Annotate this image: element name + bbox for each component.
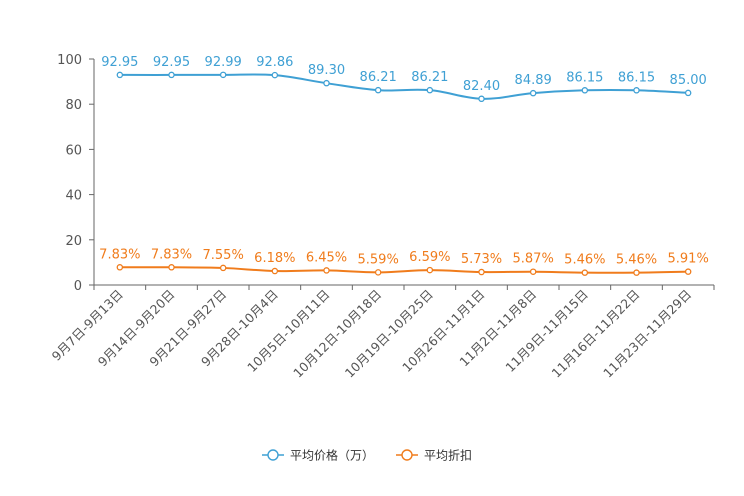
series-line-1 xyxy=(119,73,689,100)
series-2-point[interactable] xyxy=(168,264,175,271)
series-2-data-label: 5.59% xyxy=(358,252,399,267)
series-2-data-label: 7.55% xyxy=(203,248,244,263)
series-2-point[interactable] xyxy=(633,269,640,276)
series-1-point[interactable] xyxy=(581,87,589,94)
series-2-data-label: 5.46% xyxy=(616,253,657,268)
y-tick-label: 0 xyxy=(74,279,82,294)
series-1-data-label: 89.30 xyxy=(308,63,345,78)
series-1-data-label: 92.86 xyxy=(256,55,293,70)
axes: 0204060801009月7日-9月13日9月14日-9月20日9月21日-9… xyxy=(49,53,715,381)
y-tick-label: 40 xyxy=(65,189,82,204)
series-1-data-label: 92.99 xyxy=(205,55,242,70)
x-tick-label: 11月16日-11月22日 xyxy=(548,287,642,381)
series-1-data-label: 92.95 xyxy=(153,55,190,70)
series-1-point[interactable] xyxy=(116,71,124,79)
series-2-data-label: 7.83% xyxy=(151,247,192,262)
series-2-point[interactable] xyxy=(219,264,227,272)
y-tick-label: 100 xyxy=(57,53,82,68)
x-tick-label: 11月23日-11月29日 xyxy=(600,287,694,381)
data-labels: 92.95 92.95 92.99 92.86 89.30 86.21 86.21 82.40… xyxy=(99,55,709,268)
series-1-point[interactable] xyxy=(323,79,330,87)
series-1-data-label: 86.15 xyxy=(618,70,655,85)
series-1-point[interactable] xyxy=(219,71,227,79)
series-1-point[interactable] xyxy=(478,95,485,103)
legend-marker-icon xyxy=(267,449,279,461)
series-1-point[interactable] xyxy=(374,86,382,94)
series-2-point[interactable] xyxy=(529,268,537,275)
series-1-point[interactable] xyxy=(168,71,175,79)
y-tick-label: 60 xyxy=(65,143,82,158)
series-2-data-label: 5.87% xyxy=(513,252,554,267)
series-2-data-label: 6.45% xyxy=(306,250,347,265)
series-1-point[interactable] xyxy=(684,89,692,97)
series-2-data-label: 5.91% xyxy=(668,252,709,267)
x-tick-label: 10月12日-10月18日 xyxy=(290,287,384,381)
series-1-data-label: 86.15 xyxy=(566,70,603,85)
series-1-data-label: 86.21 xyxy=(360,70,397,85)
legend-marker-icon xyxy=(401,449,413,461)
y-tick-label: 20 xyxy=(65,234,82,249)
legend-item-2[interactable]: 平均折扣 xyxy=(396,448,472,463)
series-2-data-label: 5.73% xyxy=(461,252,502,267)
series-2-point[interactable] xyxy=(323,267,330,274)
series-1-data-label: 85.00 xyxy=(670,73,707,88)
series-1-data-label: 84.89 xyxy=(515,73,552,88)
series-2-point[interactable] xyxy=(478,268,485,276)
y-tick-label: 80 xyxy=(65,98,82,113)
legend-label: 平均价格（万） xyxy=(290,448,374,463)
x-tick-label: 10月19日-10月25日 xyxy=(342,287,436,381)
series-2-point[interactable] xyxy=(116,264,124,271)
series-line-2 xyxy=(119,266,689,274)
series-2-point[interactable] xyxy=(374,269,382,276)
series-2-point[interactable] xyxy=(426,266,434,274)
series-1-data-label: 86.21 xyxy=(411,70,448,85)
series-1-point[interactable] xyxy=(633,87,640,94)
series-2-data-label: 7.83% xyxy=(99,247,140,262)
series-1-data-label: 82.40 xyxy=(463,79,500,94)
series-2-data-label: 5.46% xyxy=(564,253,605,268)
series-2-data-label: 6.59% xyxy=(409,250,450,265)
series-2-point[interactable] xyxy=(271,267,279,275)
series-1-point[interactable] xyxy=(271,71,279,79)
series-layer xyxy=(116,71,692,276)
legend[interactable]: 平均价格（万） 平均折扣 xyxy=(262,448,472,463)
series-2-point[interactable] xyxy=(684,268,692,275)
series-2-point[interactable] xyxy=(581,269,589,276)
series-2-data-label: 6.18% xyxy=(254,251,295,266)
series-1-point[interactable] xyxy=(529,89,537,97)
legend-label: 平均折扣 xyxy=(424,448,472,463)
series-1-data-label: 92.95 xyxy=(101,55,138,70)
legend-item-1[interactable]: 平均价格（万） xyxy=(262,448,374,463)
series-1-point[interactable] xyxy=(426,86,434,94)
